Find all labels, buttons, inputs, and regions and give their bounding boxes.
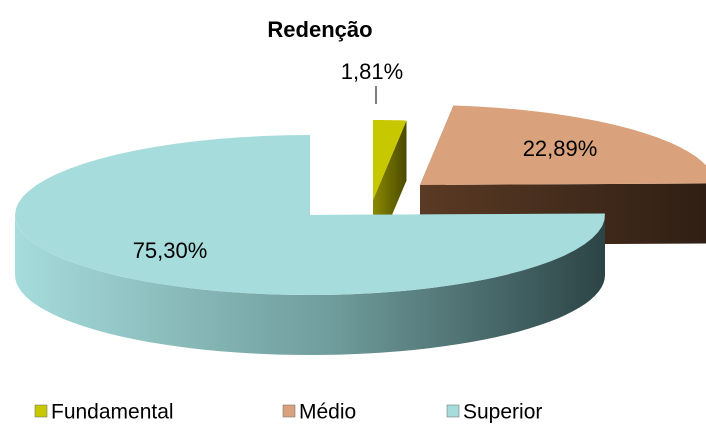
legend-label: Médio [299, 401, 356, 424]
legend-swatch [282, 404, 296, 418]
legend-label: Fundamental [51, 401, 174, 424]
slice [373, 120, 407, 200]
legend-swatch [34, 404, 48, 418]
legend-swatch [446, 404, 460, 418]
data-label: 75,30% [133, 238, 208, 263]
chart-title: Redenção [267, 17, 372, 42]
data-label: 1,81% [341, 59, 403, 84]
slice [420, 105, 706, 185]
legend-label: Superior [463, 401, 542, 424]
slice [15, 135, 605, 295]
data-label: 22,89% [523, 136, 598, 161]
slice-side [15, 215, 605, 355]
